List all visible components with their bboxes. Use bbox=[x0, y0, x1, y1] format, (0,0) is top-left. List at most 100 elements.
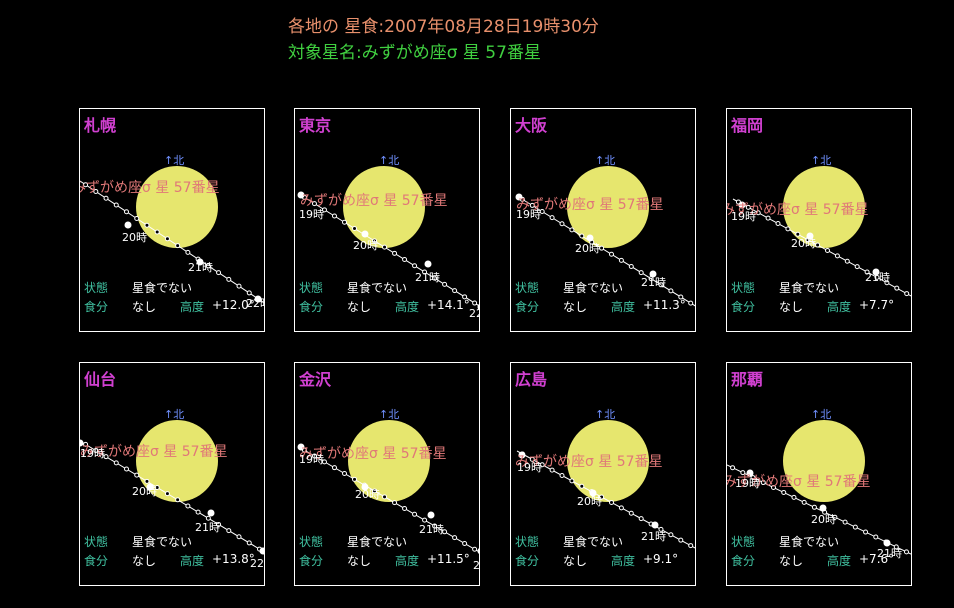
path-tick-dot bbox=[185, 249, 191, 255]
path-tick-dot bbox=[863, 529, 869, 535]
hour-marker-dot bbox=[196, 258, 204, 266]
path-tick-dot bbox=[83, 441, 89, 447]
path-tick-dot bbox=[745, 204, 751, 210]
state-label: 状態 bbox=[299, 535, 324, 549]
star-path-line bbox=[80, 180, 264, 304]
path-tick-dot bbox=[246, 290, 252, 296]
moon-disk bbox=[136, 166, 218, 248]
path-tick-dot bbox=[559, 473, 565, 478]
hour-label: 22 bbox=[469, 307, 479, 320]
path-tick-dot bbox=[750, 475, 756, 481]
altitude-label: 高度 bbox=[395, 554, 420, 568]
hour-label: 19時 bbox=[731, 210, 756, 223]
hour-label: 19時 bbox=[516, 208, 541, 221]
hour-marker-dot bbox=[361, 230, 369, 238]
path-tick-dot bbox=[688, 300, 694, 306]
city-panel: 大阪 ↑北 みずがめ座σ 星 57番星 19時 20時 21時 状態 星食でない 食分 なし 高度 +… bbox=[510, 108, 696, 332]
state-label: 状態 bbox=[299, 281, 324, 295]
path-tick-dot bbox=[678, 294, 684, 300]
hour-label: 21時 bbox=[877, 547, 902, 560]
occultation-diagram bbox=[515, 166, 695, 307]
altitude-value: +9.1° bbox=[643, 552, 679, 566]
star-name-label: みずがめ座σ 星 57番星 bbox=[300, 193, 448, 209]
hour-label: 20時 bbox=[353, 239, 378, 252]
star-path-line bbox=[732, 198, 911, 297]
path-tick-dot bbox=[93, 188, 99, 194]
hour-label: 21時 bbox=[195, 521, 220, 534]
hour-label: 21時 bbox=[419, 523, 444, 536]
altitude-value: +7.7° bbox=[859, 298, 895, 312]
path-tick-dot bbox=[195, 509, 201, 515]
path-tick-dot bbox=[844, 258, 850, 264]
city-name: 大阪 bbox=[515, 116, 548, 135]
path-tick-dot bbox=[873, 534, 879, 540]
path-tick-dot bbox=[569, 227, 575, 233]
path-tick-dot bbox=[549, 215, 555, 221]
hour-marker-dot bbox=[477, 304, 479, 310]
path-tick-dot bbox=[154, 484, 160, 490]
path-tick-dot bbox=[103, 454, 109, 460]
fraction-label: 食分 bbox=[731, 300, 756, 314]
path-tick-dot bbox=[185, 503, 191, 509]
path-tick-dot bbox=[801, 499, 807, 505]
path-tick-dot bbox=[164, 236, 170, 242]
path-tick-dot bbox=[432, 275, 438, 281]
hour-marker-dot bbox=[424, 260, 432, 268]
state-value: 星食でない bbox=[779, 281, 840, 295]
state-label: 状態 bbox=[84, 535, 109, 549]
north-arrow-label: ↑北 bbox=[379, 408, 400, 421]
altitude-value: +12.0° bbox=[212, 298, 255, 312]
north-arrow-label: ↑北 bbox=[595, 408, 616, 421]
path-tick-dot bbox=[618, 257, 624, 263]
hour-marker-dot bbox=[297, 443, 305, 451]
hour-marker-dot bbox=[80, 439, 84, 447]
hour-label: 19時 bbox=[299, 208, 324, 221]
star-name-label: みずがめ座σ 星 57番星 bbox=[726, 202, 869, 218]
path-tick-dot bbox=[144, 222, 150, 228]
hour-label: 22時 bbox=[246, 297, 264, 310]
path-tick-dot bbox=[842, 519, 848, 525]
path-tick-dot bbox=[628, 510, 634, 516]
state-label: 状態 bbox=[731, 281, 756, 295]
state-label: 状態 bbox=[515, 281, 540, 295]
occultation-diagram bbox=[727, 420, 911, 555]
hour-marker-dot bbox=[649, 270, 657, 278]
path-tick-dot bbox=[236, 534, 242, 540]
path-tick-dot bbox=[852, 524, 858, 530]
hour-marker-dot bbox=[146, 483, 154, 491]
path-tick-dot bbox=[760, 480, 766, 486]
north-arrow-label: ↑北 bbox=[811, 408, 832, 421]
fraction-label: 食分 bbox=[515, 554, 540, 568]
path-tick-dot bbox=[658, 526, 664, 532]
fraction-label: 食分 bbox=[299, 300, 324, 314]
moon-disk bbox=[783, 166, 865, 248]
path-tick-dot bbox=[205, 263, 211, 269]
hour-label: 21時 bbox=[865, 271, 890, 284]
hour-label: 20時 bbox=[132, 485, 157, 498]
altitude-label: 高度 bbox=[827, 554, 852, 568]
state-value: 星食でない bbox=[347, 535, 408, 549]
path-tick-dot bbox=[904, 291, 910, 297]
path-tick-dot bbox=[452, 535, 458, 541]
fraction-value: なし bbox=[779, 554, 804, 568]
state-value: 星食でない bbox=[132, 535, 193, 549]
path-tick-dot bbox=[638, 270, 644, 276]
path-tick-dot bbox=[740, 470, 746, 476]
altitude-label: 高度 bbox=[611, 300, 636, 314]
altitude-value: +11.5° bbox=[427, 552, 470, 566]
path-tick-dot bbox=[688, 543, 694, 549]
path-tick-dot bbox=[432, 523, 438, 529]
moon-disk bbox=[343, 166, 425, 248]
star-path-line bbox=[80, 440, 264, 553]
path-tick-dot bbox=[113, 460, 119, 466]
star-name-label: みずがめ座σ 星 57番星 bbox=[726, 474, 871, 490]
occultation-diagram bbox=[80, 420, 264, 555]
path-tick-dot bbox=[609, 499, 614, 505]
path-tick-dot bbox=[678, 537, 684, 543]
path-tick-dot bbox=[402, 505, 408, 511]
path-tick-dot bbox=[246, 540, 252, 546]
path-tick-dot bbox=[579, 483, 585, 489]
altitude-label: 高度 bbox=[180, 300, 205, 314]
path-tick-dot bbox=[382, 244, 388, 250]
